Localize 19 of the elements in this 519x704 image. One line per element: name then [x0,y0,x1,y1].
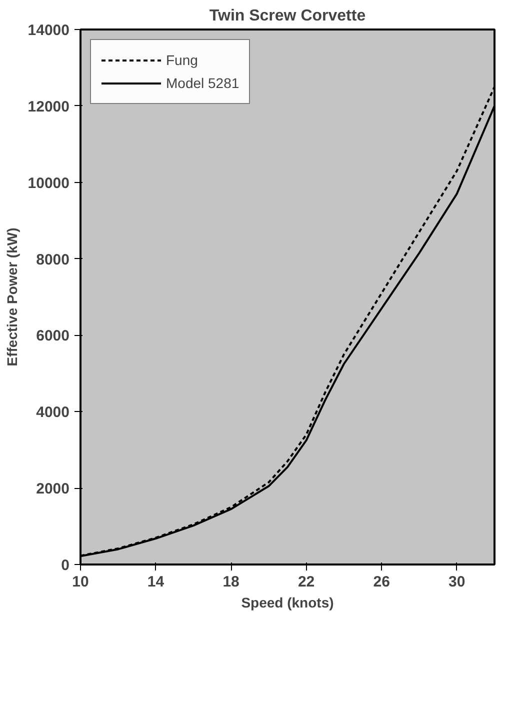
y-tick-label: 14000 [28,22,70,39]
y-tick-label: 0 [61,557,70,574]
y-tick-label: 8000 [36,251,70,268]
y-tick-label: 10000 [28,174,70,192]
x-tick-label: 18 [222,574,240,590]
y-tick-label: 4000 [36,404,70,422]
x-tick-label: 22 [298,574,315,590]
y-tick-label: 12000 [28,98,70,116]
x-axis-title: Speed (knots) [241,594,334,610]
y-axis-title: Effective Power (kW) [4,228,20,366]
x-tick-label: 26 [373,574,390,590]
y-tick-label: 6000 [36,328,70,345]
x-tick-label: 10 [72,574,89,590]
chart-title: Twin Screw Corvette [209,8,366,24]
x-tick-label: 30 [448,574,466,590]
legend-label: Fung [166,52,198,68]
y-tick-label: 2000 [36,480,70,498]
x-tick-label: 14 [147,574,165,590]
legend-label: Model 5281 [166,75,240,91]
